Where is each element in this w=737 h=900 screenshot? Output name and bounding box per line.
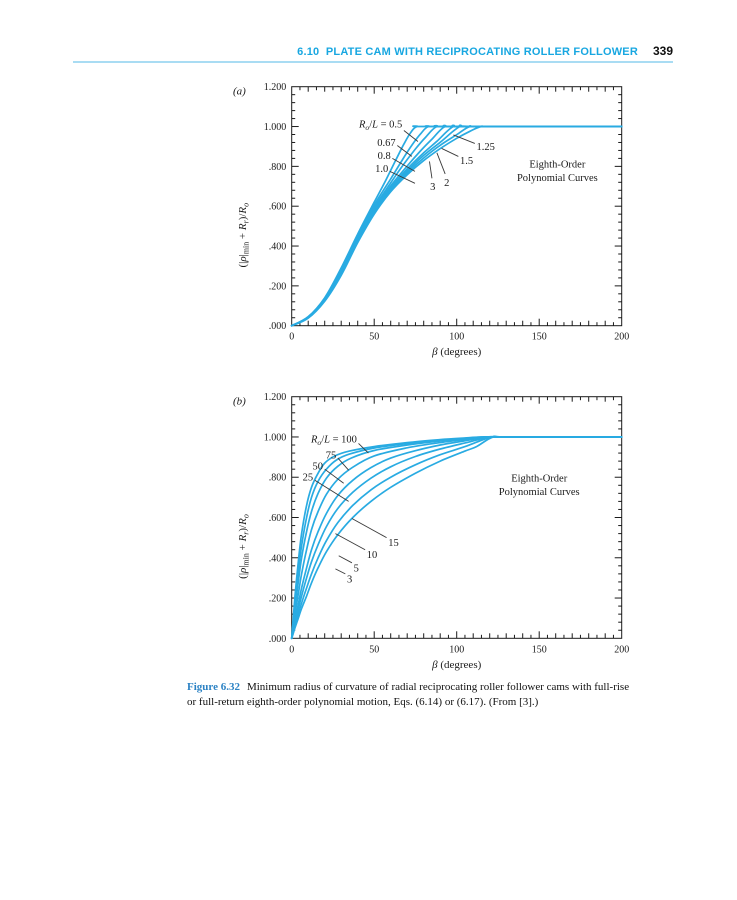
figure-caption-line2: or full-return eighth-order polynomial m… [187,695,539,708]
x-axis-label-b: β (degrees) [431,659,481,671]
leader-line-b-15 [351,518,387,539]
curve-label-a-1.25: 1.25 [477,142,495,153]
x-tick-label-a-50: 50 [369,332,379,343]
x-tick-label-b-150: 150 [532,644,547,655]
ticks-b [291,396,622,639]
curve-label-a-1.5: 1.5 [460,156,473,167]
section-number: 6.10 [297,46,320,58]
leader-line-b-Ro-L-100 [358,443,369,454]
x-tick-label-b-100: 100 [449,644,464,655]
leader-line-b-75 [337,457,349,471]
plot-box-a [291,86,623,327]
curve-label-b-10: 10 [367,550,378,561]
ticks-a [291,86,622,326]
y-tick-label-a-.600: .600 [269,202,287,213]
curve-label-b-Ro-L-100: Ro/L = 100 [310,434,357,447]
svg-text:(|ρ|min + Rr)/Ro: (|ρ|min + Rr)/Ro [237,203,251,268]
curve-b-ro-l-100 [290,436,623,640]
figure-caption-label: Figure 6.32 [187,681,240,693]
x-tick-label-b-0: 0 [289,644,294,655]
curve-label-a-2: 2 [444,178,449,189]
y-tick-label-b-1.000: 1.000 [264,432,287,443]
curve-b-ro-l-15 [290,435,623,640]
x-tick-label-b-200: 200 [614,644,629,655]
y-tick-label-b-.200: .200 [269,594,287,605]
curve-b-ro-l-3 [290,435,623,640]
y-tick-label-a-.800: .800 [269,162,287,173]
leader-line-b-10 [335,533,366,551]
curve-label-a-3: 3 [430,182,435,193]
curve-label-b-50: 50 [313,462,324,473]
leader-line-a-1.0 [389,170,416,184]
leader-line-a-1.5 [441,148,459,157]
curve-label-a-0.8: 0.8 [378,151,391,162]
leader-line-a-0.67 [397,145,413,157]
curves-b [290,435,623,640]
y-tick-label-a-1.200: 1.200 [264,82,287,93]
leader-line-b-3 [335,568,346,575]
panel-label-b: (b) [233,396,246,408]
curve-label-b-15: 15 [388,538,399,549]
panel-label-a: (a) [233,86,246,98]
curve-b-ro-l-50 [290,436,623,640]
leader-line-b-5 [338,555,353,564]
y-tick-label-a-.000: .000 [269,321,287,332]
curve-b-ro-l-75 [290,436,623,640]
leader-line-a-0.8 [392,158,416,172]
y-tick-label-a-1.000: 1.000 [264,122,287,133]
y-tick-label-b-.400: .400 [269,553,287,564]
curve-label-b-5: 5 [354,563,359,574]
x-tick-label-a-150: 150 [532,332,547,343]
leader-line-b-25 [314,479,349,502]
curve-b-ro-l-5 [290,435,623,640]
y-tick-label-b-.600: .600 [269,513,287,524]
curve-label-b-75: 75 [326,451,337,462]
y-tick-label-b-.800: .800 [269,473,287,484]
y-axis-label-b: (|ρ|min + Rr)/Ro [237,514,251,579]
curves-a [290,124,623,327]
curve-label-a-1.0: 1.0 [375,164,388,175]
page-number: 339 [652,44,673,58]
x-tick-label-a-200: 200 [614,332,629,343]
figure-caption-line1: Minimum radius of curvature of radial re… [246,681,630,693]
leader-line-a-3 [429,161,433,179]
y-tick-label-b-1.200: 1.200 [264,392,287,403]
curve-label-b-3: 3 [347,574,352,585]
curve-b-ro-l-25 [290,435,623,640]
y-tick-label-a-.200: .200 [269,281,287,292]
section-heading: 6.10 PLATE CAM WITH RECIPROCATING ROLLER… [297,46,638,58]
curve-label-a-Ro-L-0.5: Ro/L = 0.5 [358,120,402,133]
leader-line-a-1.25 [453,134,476,144]
leader-line-b-50 [324,468,344,484]
section-title: PLATE CAM WITH RECIPROCATING ROLLER FOLL… [325,46,638,58]
curve-label-b-25: 25 [303,473,314,484]
leader-line-a-2 [436,152,446,175]
x-axis-label-a: β (degrees) [431,346,481,358]
annotation-b: Eighth-Order Polynomial Curves [499,473,580,498]
page-header: 6.10 PLATE CAM WITH RECIPROCATING ROLLER… [297,44,673,58]
leader-line-a-Ro-L-0.5 [403,130,419,142]
y-axis-label-a: (|ρ|min + Rr)/Ro [237,203,251,268]
curve-label-a-0.67: 0.67 [377,138,395,149]
curve-a-ro-l-3 [290,125,623,327]
curve-b-ro-l-10 [290,435,623,640]
y-tick-label-b-.000: .000 [269,634,287,645]
x-tick-label-a-100: 100 [449,332,464,343]
header-rule [73,61,673,63]
svg-text:(|ρ|min + Rr)/Ro: (|ρ|min + Rr)/Ro [237,514,251,579]
x-tick-label-a-0: 0 [289,332,294,343]
figure-caption: Figure 6.32 Minimum radius of curvature o… [187,680,629,709]
annotation-a: Eighth-Order Polynomial Curves [517,159,598,184]
x-tick-label-b-50: 50 [369,644,379,655]
y-tick-label-a-.400: .400 [269,242,287,253]
